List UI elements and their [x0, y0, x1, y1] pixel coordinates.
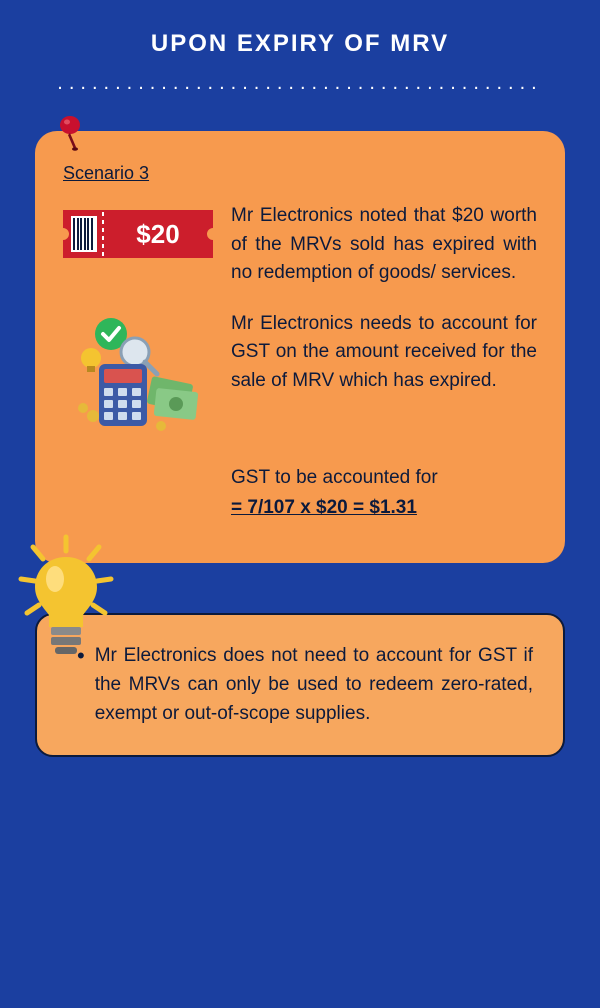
tip-card: • Mr Electronics does not need to accoun…: [35, 613, 565, 757]
formula-result: = 7/107 x $20 = $1.31: [231, 494, 537, 523]
dotted-divider: ........................................…: [35, 72, 565, 95]
voucher-amount-text: $20: [136, 219, 179, 249]
scenario-paragraph-2: Mr Electronics needs to account for GST …: [231, 310, 537, 436]
calculator-icon: [63, 310, 213, 436]
page-title: UPON EXPIRY OF MRV: [35, 30, 565, 58]
pushpin-icon: [55, 115, 89, 160]
tip-bullet-row: • Mr Electronics does not need to accoun…: [77, 641, 533, 729]
voucher-icon: $20: [63, 206, 213, 288]
scenario-card: Scenario 3 $20 Mr Electronics noted that…: [35, 131, 565, 563]
tip-text: Mr Electronics does not need to account …: [95, 641, 533, 729]
formula-intro: GST to be accounted for: [231, 464, 537, 493]
scenario-paragraph-1: Mr Electronics noted that $20 worth of t…: [231, 202, 537, 288]
scenario-row-1: $20 Mr Electronics noted that $20 worth …: [63, 202, 537, 288]
scenario-label: Scenario 3: [63, 163, 537, 184]
gst-formula-block: GST to be accounted for = 7/107 x $20 = …: [63, 464, 537, 523]
lightbulb-icon: [11, 533, 121, 668]
scenario-row-2: Mr Electronics needs to account for GST …: [63, 310, 537, 436]
